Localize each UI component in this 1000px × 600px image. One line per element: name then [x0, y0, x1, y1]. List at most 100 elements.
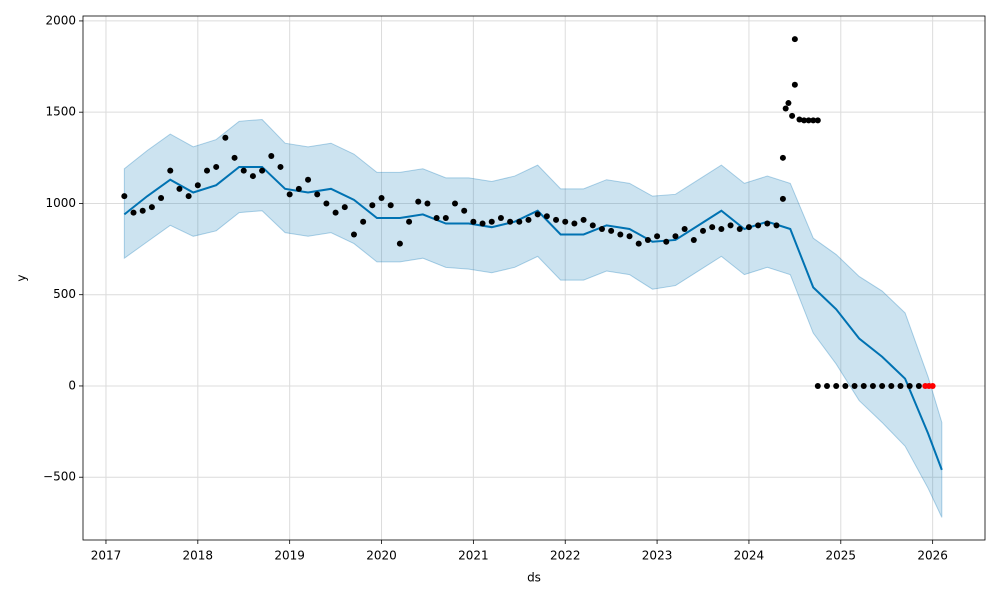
observed-point — [194, 182, 201, 189]
observed-point — [406, 218, 413, 225]
observed-point — [897, 382, 904, 389]
observed-point — [608, 227, 615, 234]
observed-point — [341, 204, 348, 211]
observed-point — [842, 382, 849, 389]
plot-frame — [82, 15, 986, 541]
observed-point — [249, 173, 256, 180]
observed-point — [654, 233, 661, 240]
x-tick-label: 2018 — [183, 549, 214, 563]
observed-point — [286, 191, 293, 198]
observed-point — [814, 117, 821, 124]
y-tick-label: 500 — [53, 287, 76, 301]
observed-point — [791, 81, 798, 88]
observed-point — [773, 222, 780, 229]
observed-point — [860, 382, 867, 389]
observed-point — [571, 220, 578, 227]
observed-point — [915, 382, 922, 389]
y-tick-label: 1000 — [45, 196, 76, 210]
observed-point — [350, 231, 357, 238]
x-tick-label: 2022 — [550, 549, 581, 563]
x-tick-label: 2019 — [274, 549, 305, 563]
y-tick-label: 0 — [68, 378, 76, 392]
y-axis-label: y — [15, 274, 29, 281]
observed-point — [497, 215, 504, 222]
observed-point — [259, 167, 266, 174]
y-tick-label: 2000 — [45, 13, 76, 27]
observed-point — [158, 194, 165, 201]
observed-point — [369, 202, 376, 209]
observed-point — [764, 220, 771, 227]
observed-point — [470, 218, 477, 225]
observed-point — [824, 382, 831, 389]
observed-point — [167, 167, 174, 174]
observed-point — [314, 191, 321, 198]
observed-point — [534, 211, 541, 218]
observed-point — [332, 209, 339, 216]
observed-point — [644, 236, 651, 243]
observed-point — [295, 185, 302, 192]
observed-point — [553, 216, 560, 223]
observed-point — [690, 236, 697, 243]
observed-point — [785, 100, 792, 107]
observed-point — [452, 200, 459, 207]
observed-point — [869, 382, 876, 389]
observed-point — [121, 193, 128, 200]
y-tick-label: −500 — [43, 470, 76, 484]
observed-point — [185, 193, 192, 200]
x-tick-label: 2026 — [917, 549, 948, 563]
observed-point — [231, 154, 238, 161]
observed-point — [442, 215, 449, 222]
forecast-line — [123, 165, 943, 471]
observed-point — [727, 222, 734, 229]
observed-point — [562, 218, 569, 225]
x-tick-label: 2017 — [91, 549, 122, 563]
observed-point — [543, 213, 550, 220]
observed-point — [589, 222, 596, 229]
observed-point — [814, 382, 821, 389]
observed-point — [888, 382, 895, 389]
observed-point — [796, 116, 803, 123]
observed-point — [709, 224, 716, 231]
x-tick-label: 2025 — [826, 549, 857, 563]
observed-point — [433, 215, 440, 222]
observed-point — [718, 225, 725, 232]
observed-point — [663, 238, 670, 245]
observed-point — [745, 224, 752, 231]
observed-point — [598, 225, 605, 232]
observed-point — [130, 209, 137, 216]
observed-point — [222, 134, 229, 141]
observed-point — [805, 117, 812, 124]
observed-point — [516, 218, 523, 225]
observed-point — [626, 233, 633, 240]
observed-point — [204, 167, 211, 174]
x-tick-label: 2024 — [734, 549, 765, 563]
observed-point — [736, 225, 743, 232]
observed-point — [810, 117, 817, 124]
observed-point — [360, 218, 367, 225]
observed-point — [277, 163, 284, 170]
observed-point — [378, 194, 385, 201]
observed-point — [580, 216, 587, 223]
observed-point — [700, 227, 707, 234]
observed-point — [479, 220, 486, 227]
observed-point — [782, 105, 789, 112]
observed-point — [879, 382, 886, 389]
observed-point — [789, 112, 796, 119]
observed-point — [672, 233, 679, 240]
observed-point — [139, 207, 146, 214]
observed-point — [240, 167, 247, 174]
observed-point — [851, 382, 858, 389]
x-tick-label: 2020 — [366, 549, 397, 563]
observed-point — [396, 240, 403, 247]
observed-point — [268, 152, 275, 159]
observed-point — [906, 382, 913, 389]
observed-point — [176, 185, 183, 192]
observed-point — [387, 202, 394, 209]
observed-point — [525, 216, 532, 223]
observed-point — [681, 225, 688, 232]
observed-point — [415, 198, 422, 205]
observed-point — [305, 176, 312, 183]
observed-point — [833, 382, 840, 389]
observed-point — [791, 36, 798, 43]
